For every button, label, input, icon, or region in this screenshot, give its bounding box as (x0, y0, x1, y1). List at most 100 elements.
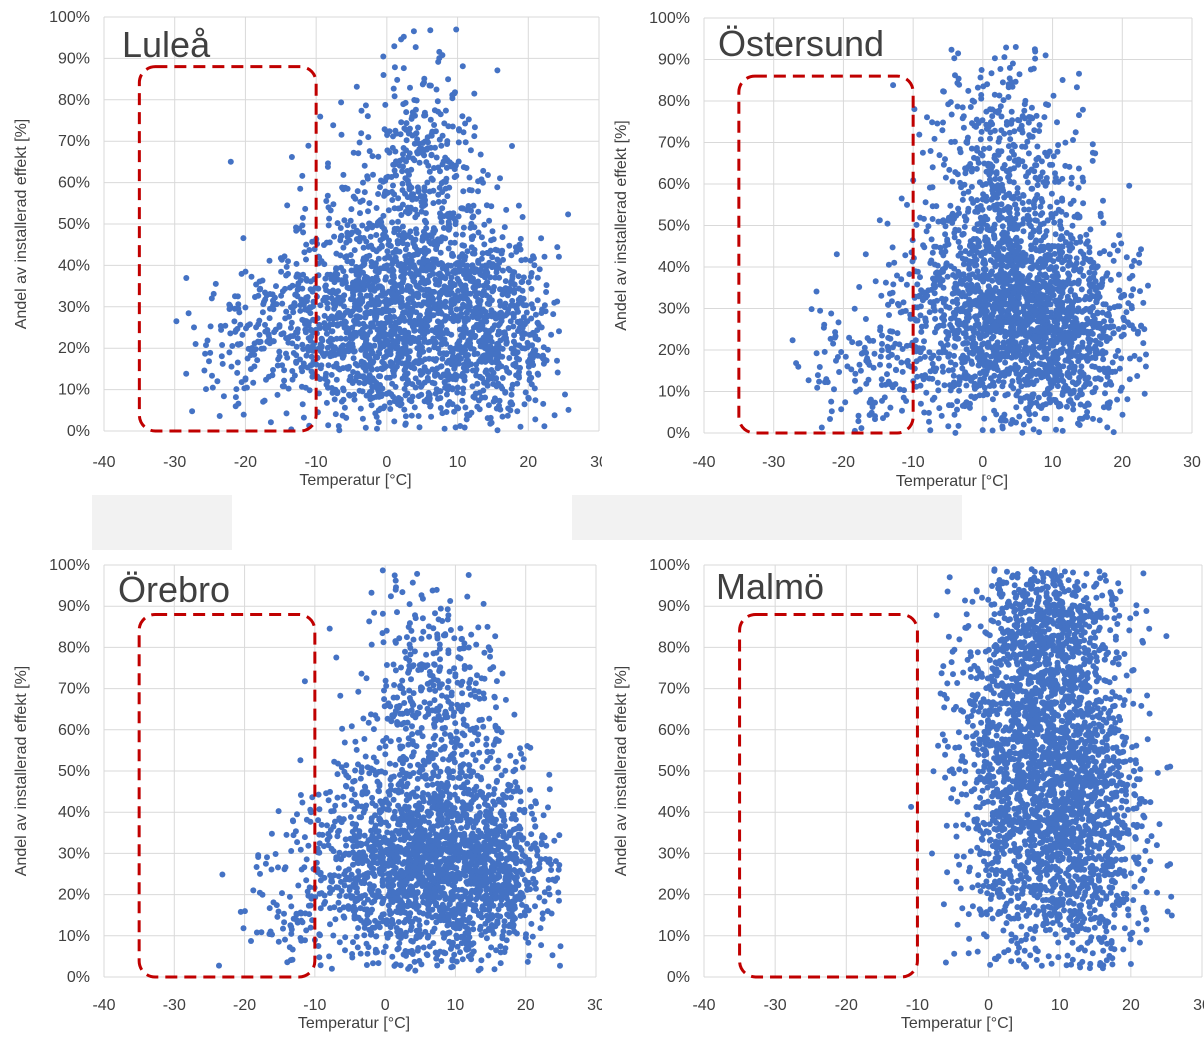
scatter-point (362, 163, 368, 169)
scatter-point (906, 271, 912, 277)
scatter-point (1054, 270, 1060, 276)
scatter-point (368, 347, 374, 353)
scatter-point (1129, 303, 1135, 309)
scatter-point (1031, 205, 1037, 211)
scatter-point (1114, 397, 1120, 403)
scatter-point (203, 342, 209, 348)
scatter-point (377, 184, 383, 190)
scatter-point (219, 342, 225, 348)
scatter-point (973, 124, 979, 130)
scatter-point (962, 340, 968, 346)
scatter-point (982, 259, 988, 265)
scatter-point (500, 257, 506, 263)
scatter-point (426, 288, 432, 294)
scatter-point (465, 248, 471, 254)
scatter-point (331, 234, 337, 240)
scatter-point (474, 381, 480, 387)
y-tick-label: 30% (58, 299, 90, 316)
scatter-point (496, 322, 502, 328)
scatter-point (482, 395, 488, 401)
scatter-point (290, 377, 296, 383)
scatter-point (308, 338, 314, 344)
scatter-point (955, 171, 961, 177)
scatter-point (972, 341, 978, 347)
scatter-point (500, 234, 506, 240)
scatter-point (453, 355, 459, 361)
scatter-point (921, 244, 927, 250)
scatter-point (296, 226, 302, 232)
scatter-point (300, 215, 306, 221)
scatter-point (189, 408, 195, 414)
scatter-point (322, 276, 328, 282)
scatter-point (487, 274, 493, 280)
scatter-point (940, 314, 946, 320)
scatter-point (961, 277, 967, 283)
scatter-point (437, 270, 443, 276)
scatter-point (961, 125, 967, 131)
scatter-point (946, 167, 952, 173)
scatter-point (1081, 354, 1087, 360)
scatter-point (326, 216, 332, 222)
scatter-point (360, 180, 366, 186)
scatter-point (503, 285, 509, 291)
scatter-point (475, 269, 481, 275)
scatter-point (449, 385, 455, 391)
scatter-point (1076, 279, 1082, 285)
scatter-point (262, 322, 268, 328)
scatter-point (209, 295, 215, 301)
x-axis-title: Temperatur [°C] (299, 472, 411, 489)
scatter-point (421, 152, 427, 158)
scatter-point (1078, 363, 1084, 369)
scatter-point (511, 269, 517, 275)
scatter-point (345, 234, 351, 240)
scatter-point (438, 260, 444, 266)
scatter-point (301, 302, 307, 308)
scatter-point (966, 272, 972, 278)
scatter-point (268, 419, 274, 425)
scatter-point (1116, 287, 1122, 293)
scatter-point (421, 259, 427, 265)
scatter-point (362, 375, 368, 381)
scatter-point (1102, 369, 1108, 375)
scatter-point (413, 385, 419, 391)
scatter-point (422, 356, 428, 362)
scatter-point (991, 408, 997, 414)
scatter-point (992, 365, 998, 371)
scatter-point (1136, 260, 1142, 266)
scatter-point (286, 314, 292, 320)
scatter-point (464, 416, 470, 422)
scatter-point (338, 99, 344, 105)
scatter-point (302, 206, 308, 212)
scatter-point (923, 199, 929, 205)
scatter-point (317, 302, 323, 308)
scatter-point (542, 254, 548, 260)
scatter-point (408, 256, 414, 262)
scatter-point (452, 166, 458, 172)
scatter-point (471, 224, 477, 230)
scatter-point (538, 235, 544, 241)
scatter-point (502, 332, 508, 338)
scatter-point (454, 345, 460, 351)
scatter-point (422, 197, 428, 203)
scatter-point (249, 348, 255, 354)
scatter-point (438, 405, 444, 411)
scatter-point (539, 307, 545, 313)
scatter-point (411, 28, 417, 34)
scatter-point (1093, 265, 1099, 271)
scatter-point (1074, 380, 1080, 386)
scatter-point (1027, 366, 1033, 372)
scatter-point (388, 391, 394, 397)
scatter-point (932, 290, 938, 296)
y-tick-label: 0% (67, 423, 90, 440)
scatter-point (1100, 310, 1106, 316)
scatter-point (294, 261, 300, 267)
scatter-point (280, 288, 286, 294)
scatter-point (470, 309, 476, 315)
scatter-point (529, 286, 535, 292)
scatter-point (419, 238, 425, 244)
scatter-point (406, 355, 412, 361)
scatter-point (972, 386, 978, 392)
scatter-point (1007, 246, 1013, 252)
scatter-point (1002, 360, 1008, 366)
scatter-point (353, 361, 359, 367)
